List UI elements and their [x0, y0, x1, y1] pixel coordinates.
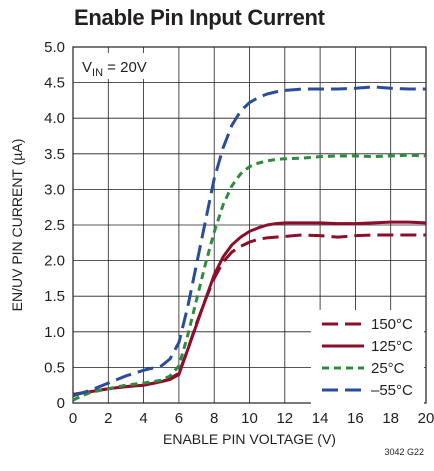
legend-label: 150°C: [371, 316, 413, 333]
x-axis-label: ENABLE PIN VOLTAGE (V): [163, 431, 336, 447]
y-tick-label: 4.5: [44, 75, 65, 92]
y-tick-label: 2.5: [44, 217, 65, 234]
annotation-subscript: IN: [92, 67, 103, 79]
legend-label: –55°C: [371, 382, 413, 399]
series-line: [72, 233, 426, 396]
figure-id: 3042 G22: [384, 447, 424, 457]
y-tick-label: 1.0: [44, 324, 65, 341]
y-tick-label: 5.0: [44, 39, 65, 56]
y-tick-label: 0: [57, 395, 65, 412]
chart-title: Enable Pin Input Current: [74, 5, 325, 30]
x-tick-label: 8: [210, 410, 218, 427]
x-tick-label: 0: [69, 410, 77, 427]
y-axis-ticks: 0 0.5 1.0 1.5 2.0 2.5 3.0 3.5 4.0 4.5 5.0: [44, 39, 65, 412]
series-lines: [72, 85, 427, 402]
series-line: [72, 153, 427, 402]
y-tick-label: 1.5: [44, 288, 65, 305]
legend-background: [311, 310, 424, 404]
x-tick-label: 14: [312, 410, 329, 427]
series-line: [72, 85, 426, 398]
x-tick-label: 12: [276, 410, 293, 427]
x-tick-label: 16: [347, 410, 364, 427]
y-tick-label: 2.0: [44, 253, 65, 270]
x-tick-label: 10: [241, 410, 258, 427]
y-tick-label: 3.5: [44, 146, 65, 163]
series-line: [72, 220, 427, 396]
x-axis-ticks: 0 2 4 6 8 10 12 14 16 18 20: [69, 410, 434, 427]
x-tick-label: 20: [418, 410, 434, 427]
annotation-background: [77, 53, 168, 79]
x-tick-label: 2: [104, 410, 112, 427]
legend-label: 125°C: [371, 338, 413, 355]
y-tick-label: 3.0: [44, 181, 65, 198]
y-tick-label: 4.0: [44, 110, 65, 127]
y-axis-label: EN/UV PIN CURRENT (µA): [9, 139, 25, 312]
annotation-main: V: [82, 59, 92, 76]
x-tick-label: 4: [139, 410, 147, 427]
annotation-rest: = 20V: [103, 59, 147, 76]
condition-annotation: VIN = 20V: [77, 53, 168, 79]
plot-frame: [72, 46, 427, 404]
y-tick-label: 0.5: [44, 359, 65, 376]
x-tick-label: 18: [382, 410, 399, 427]
x-tick-label: 6: [175, 410, 183, 427]
legend-label: 25°C: [371, 360, 405, 377]
annotation-text: VIN = 20V: [82, 59, 147, 79]
legend: 150°C 125°C 25°C –55°C: [311, 310, 424, 404]
